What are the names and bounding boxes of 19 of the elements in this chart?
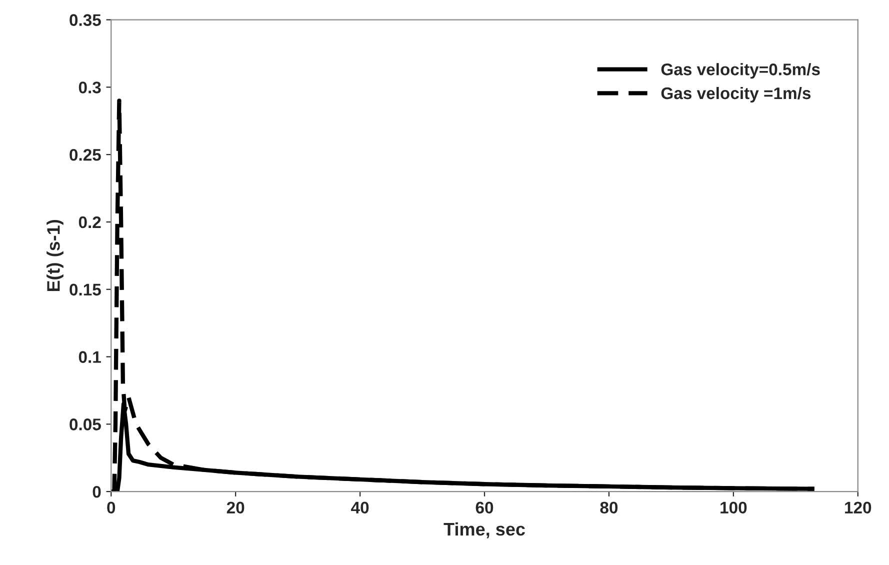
legend-label: Gas velocity=0.5m/s (661, 63, 820, 79)
x-tick-label: 120 (845, 502, 872, 514)
x-tick-label: 80 (600, 502, 618, 514)
y-axis-title: E(t) (s-1) (46, 220, 64, 292)
y-tick-label: 0 (92, 486, 101, 498)
y-tick-label: 0.15 (70, 284, 101, 296)
y-tick-label: 0.1 (78, 351, 101, 363)
x-tick-label: 60 (476, 502, 494, 514)
y-tick-label: 0.35 (70, 14, 101, 26)
x-tick-label: 40 (351, 502, 369, 514)
y-tick-label: 0.25 (70, 148, 101, 161)
x-tick-label: 0 (107, 502, 116, 514)
x-tick-label: 100 (720, 502, 747, 514)
y-tick-label: 0.3 (78, 82, 101, 94)
y-tick-label: 0.05 (70, 418, 101, 430)
y-tick-label: 0.2 (78, 216, 101, 228)
legend-label: Gas velocity =1m/s (661, 86, 811, 102)
x-axis-title: Time, sec (444, 522, 525, 538)
x-tick-label: 20 (226, 502, 244, 514)
